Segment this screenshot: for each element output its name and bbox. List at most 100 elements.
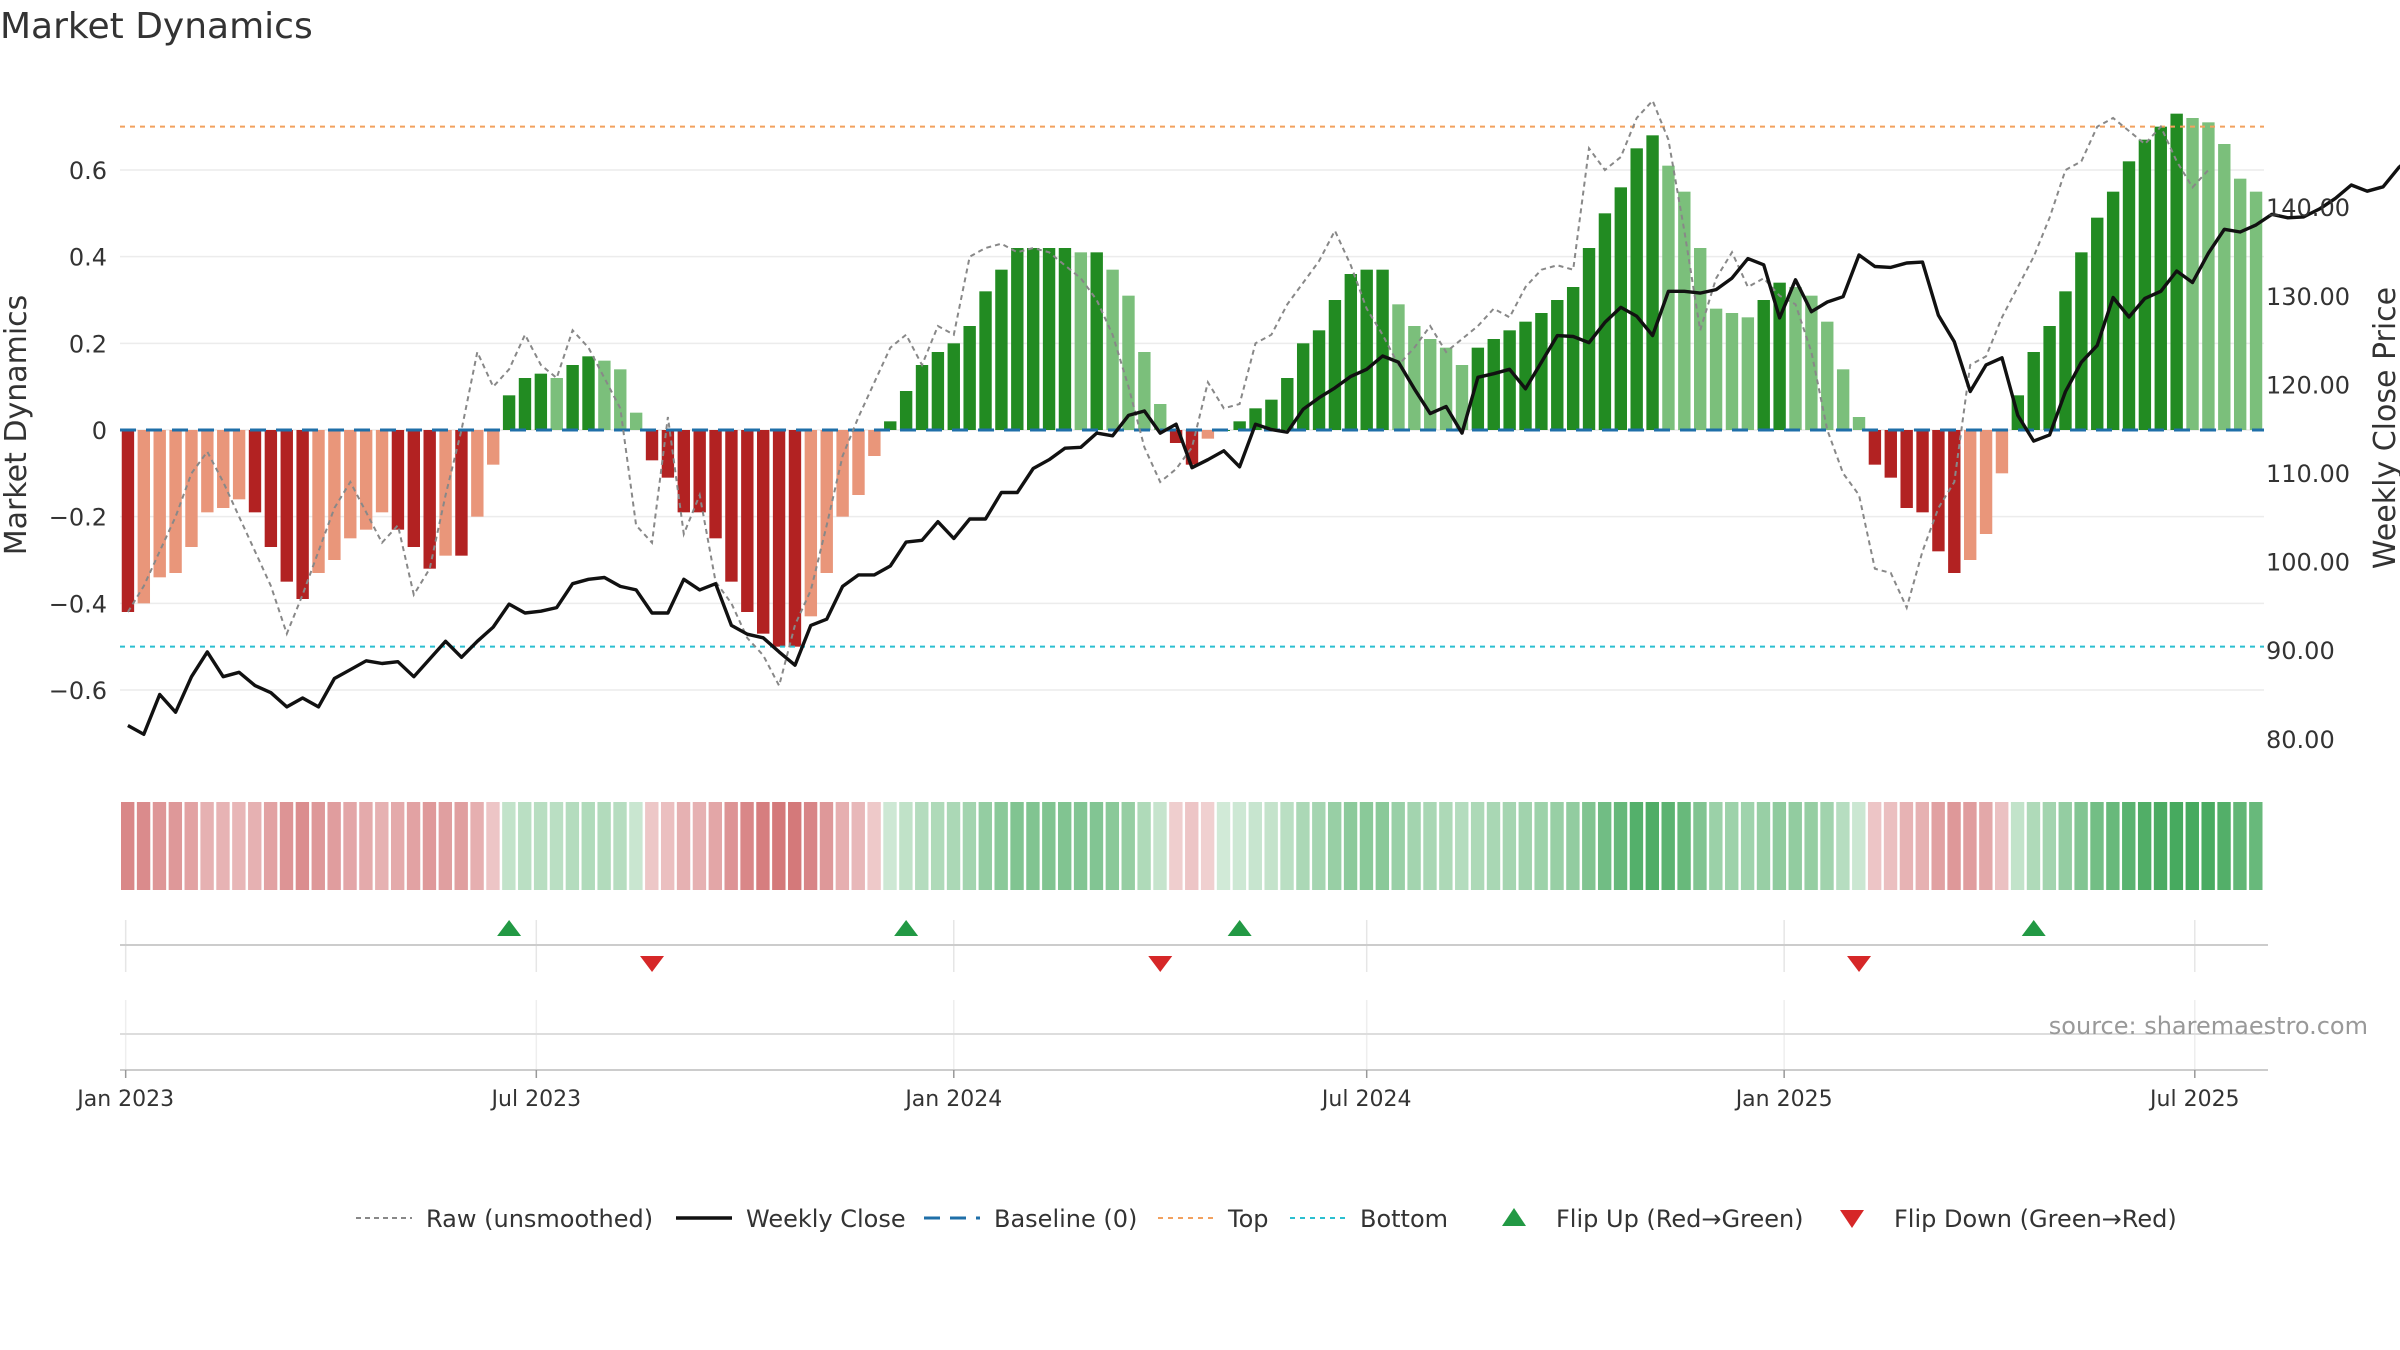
heat-cell: [1407, 802, 1421, 890]
heat-cell: [629, 802, 643, 890]
bar: [455, 430, 468, 556]
bar: [2043, 326, 2056, 430]
heat-cell: [375, 802, 389, 890]
bar: [2059, 291, 2072, 430]
heat-cell: [184, 802, 198, 890]
bar: [868, 430, 881, 456]
y2-axis-label: Weekly Close Price: [2368, 287, 2400, 569]
bar: [232, 430, 246, 500]
bar: [487, 430, 500, 465]
heat-cell: [2201, 802, 2215, 890]
heat-cell: [1836, 802, 1850, 890]
heat-cell: [1709, 802, 1723, 890]
bar: [248, 430, 262, 513]
bar: [407, 430, 421, 547]
heat-cell: [1439, 802, 1453, 890]
heat-cell: [581, 802, 595, 890]
raw-series: [127, 98, 2210, 689]
bar: [804, 430, 818, 617]
heat-cell: [1947, 802, 1961, 890]
heat-cell: [1232, 802, 1247, 890]
heat-cell: [692, 802, 707, 890]
heat-cell: [1391, 802, 1405, 890]
legend-item: Flip Up (Red→Green): [1502, 1205, 1804, 1233]
heat-cell: [645, 802, 659, 890]
bar: [1360, 269, 1373, 430]
heat-cell: [295, 802, 310, 890]
bar: [1995, 430, 2009, 474]
x-tick-label: Jan 2023: [75, 1087, 174, 1112]
bar: [1741, 317, 1755, 430]
bar: [1566, 287, 1580, 430]
heat-cell: [1200, 802, 1215, 890]
heat-cell: [200, 802, 214, 890]
heat-cell: [470, 802, 484, 890]
heat-cell: [549, 802, 564, 890]
heat-cell: [1804, 802, 1818, 890]
y2-tick-label: 120.00: [2266, 371, 2350, 399]
bar: [915, 365, 929, 430]
heat-cell: [1915, 802, 1929, 890]
bar: [1694, 248, 1707, 430]
x-tick-label: Jan 2024: [903, 1087, 1002, 1112]
x-tick-label: Jul 2023: [490, 1087, 582, 1112]
heat-cell: [819, 802, 834, 890]
heat-cell: [390, 802, 405, 890]
bar: [1852, 417, 1866, 430]
bar: [1058, 248, 1072, 430]
heat-cell: [454, 802, 468, 890]
heat-cell: [1899, 802, 1914, 890]
bar: [1503, 330, 1516, 430]
heat-cell: [1264, 802, 1278, 890]
legend-swatch: [1840, 1210, 1864, 1228]
heat-cell: [1613, 802, 1628, 890]
heat-cell: [327, 802, 341, 890]
heat-cell: [1121, 802, 1135, 890]
bar: [550, 378, 563, 430]
bar: [836, 430, 849, 517]
heat-cell: [1979, 802, 1993, 890]
heat-cell: [946, 802, 961, 890]
heat-cell: [740, 802, 754, 890]
y-tick-label: 0: [92, 417, 107, 445]
legend-item: Top: [1158, 1205, 1269, 1233]
heat-cell: [1248, 802, 1262, 890]
bar: [328, 430, 341, 560]
bar: [979, 291, 992, 430]
heat-cell: [216, 802, 230, 890]
y2-tick-label: 100.00: [2266, 549, 2350, 577]
heat-cell: [1185, 802, 1199, 890]
bar: [725, 430, 738, 582]
bar: [185, 430, 198, 547]
bar: [1979, 430, 1993, 534]
heat-cell: [597, 802, 611, 890]
legend: Raw (unsmoothed) Weekly Close Baseline (0)…: [356, 1205, 2177, 1233]
heat-cell: [406, 802, 421, 890]
heat-cell: [152, 802, 167, 890]
legend-item: Flip Down (Green→Red): [1840, 1205, 2177, 1233]
heat-cell: [1455, 802, 1469, 890]
y-tick-label: 0.4: [69, 244, 107, 272]
heat-cell: [502, 802, 516, 890]
legend-item: Bottom: [1290, 1205, 1448, 1233]
bar: [423, 430, 436, 569]
heat-cell: [1359, 802, 1374, 890]
y-tick-label: −0.6: [49, 677, 107, 705]
bar: [820, 430, 833, 573]
y-tick-label: 0.6: [69, 157, 107, 185]
bar: [471, 430, 484, 517]
bar: [1471, 347, 1485, 430]
heat-cell: [1645, 802, 1660, 890]
bar: [1312, 330, 1326, 430]
legend-label: Top: [1227, 1205, 1269, 1233]
bar: [2186, 118, 2199, 430]
heat-cell: [1296, 802, 1310, 890]
bar: [1487, 339, 1500, 430]
bar: [1392, 304, 1405, 430]
heat-cell: [851, 802, 865, 890]
heat-cell: [2137, 802, 2152, 890]
bar: [1836, 369, 1850, 430]
bar: [344, 430, 357, 539]
heat-cell: [613, 802, 627, 890]
